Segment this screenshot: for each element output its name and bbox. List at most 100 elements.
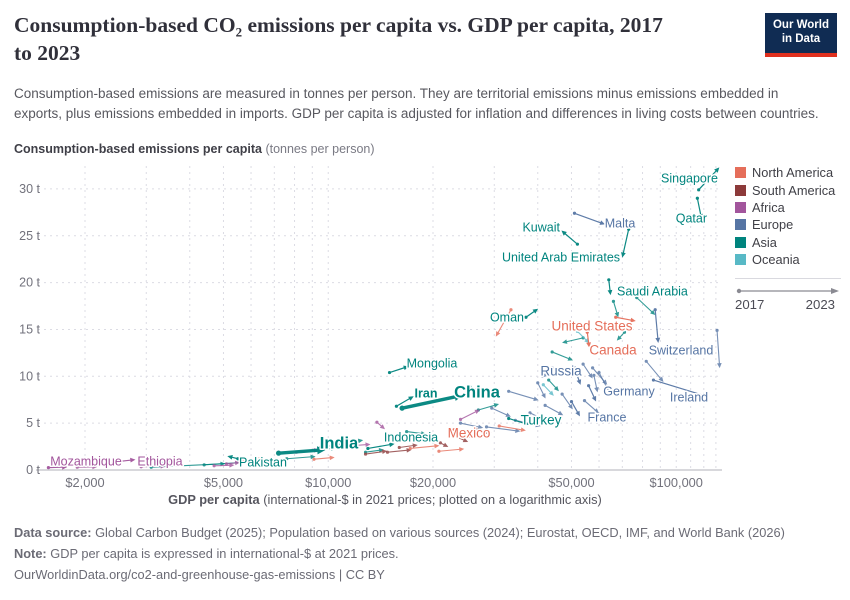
country-point-unlabeled[interactable] [541,383,554,396]
country-point-unlabeled[interactable] [536,381,546,399]
country-point-unlabeled[interactable] [541,366,554,378]
country-label-singapore[interactable]: Singapore [660,170,720,187]
country-point-unlabeled[interactable] [375,420,385,430]
country-label-mexico[interactable]: Mexico [446,424,492,442]
country-point-unlabeled[interactable] [635,295,656,316]
country-point-unlabeled[interactable] [644,359,664,382]
timeline-start-year[interactable]: 2017 [735,297,765,313]
country-label-pakistan[interactable]: Pakistan [238,454,289,471]
country-point-mexico[interactable] [452,428,473,438]
owid-logo[interactable]: Our World in Data [765,13,837,57]
country-point-unlabeled[interactable] [438,441,449,448]
country-point-unlabeled[interactable] [591,366,608,385]
country-point-qatar[interactable] [695,196,703,220]
country-label-india[interactable]: India [318,433,360,454]
country-label-canada[interactable]: Canada [588,341,639,359]
country-point-unlabeled[interactable] [455,435,469,443]
country-label-germany[interactable]: Germany [602,383,657,400]
country-point-unlabeled[interactable] [458,421,484,430]
country-label-saudi-arabia[interactable]: Saudi Arabia [616,283,690,300]
country-point-unlabeled[interactable] [550,350,574,361]
legend-item-asia[interactable]: Asia [735,234,847,251]
legend-item-europe[interactable]: Europe [735,216,847,233]
country-point-unlabeled[interactable] [224,460,241,466]
country-point-germany[interactable] [587,384,597,402]
legend-item-africa[interactable]: Africa [735,199,847,216]
country-point-mozambique[interactable] [46,464,68,470]
country-point-unlabeled[interactable] [239,457,264,463]
country-label-united-arab-emirates[interactable]: United Arab Emirates [500,249,621,266]
country-point-unlabeled[interactable] [139,463,166,469]
country-point-unlabeled[interactable] [385,448,412,454]
country-label-ethiopia[interactable]: Ethiopia [136,453,184,470]
country-point-unlabeled[interactable] [75,464,98,470]
country-point-unlabeled[interactable] [437,447,465,453]
country-point-unlabeled[interactable] [212,462,235,468]
country-point-saudi-arabia[interactable] [607,278,613,296]
legend-item-oceania[interactable]: Oceania [735,251,847,268]
source-link[interactable]: OurWorldinData.org/co2-and-greenhouse-ga… [14,566,385,582]
legend-item-north_america[interactable]: North America [735,164,847,181]
country-point-indonesia[interactable] [366,442,395,451]
country-point-malta[interactable] [572,211,606,225]
country-point-mongolia[interactable] [387,365,409,375]
country-point-united-arab-emirates[interactable] [621,227,631,258]
country-point-china[interactable] [399,392,464,411]
country-label-turkey[interactable]: Turkey [519,411,563,429]
country-label-united-states[interactable]: United States [550,317,634,335]
country-point-unlabeled[interactable] [592,373,599,393]
country-point-unlabeled[interactable] [543,403,564,416]
country-point-france[interactable] [569,399,580,417]
country-point-pakistan[interactable] [227,455,240,461]
country-point-ireland[interactable] [651,378,708,398]
country-label-iran[interactable]: Iran [413,385,439,402]
country-point-russia[interactable] [572,366,582,385]
country-point-unlabeled[interactable] [581,362,593,379]
country-point-india[interactable] [275,446,326,456]
country-point-unlabeled[interactable] [495,308,513,337]
legend-item-south_america[interactable]: South America [735,181,847,198]
country-point-unlabeled[interactable] [507,389,539,402]
country-point-unlabeled[interactable] [473,427,492,434]
country-point-unlabeled[interactable] [562,336,585,344]
country-point-united-states[interactable] [614,315,636,323]
country-point-unlabeled[interactable] [616,330,627,341]
country-point-unlabeled[interactable] [285,454,316,461]
country-point-ethiopia[interactable] [104,457,136,465]
country-point-canada[interactable] [585,330,591,348]
country-point-unlabeled[interactable] [484,425,521,433]
country-point-unlabeled[interactable] [351,442,371,448]
country-point-unlabeled[interactable] [312,455,335,461]
country-point-unlabeled[interactable] [458,409,480,422]
country-point-unlabeled[interactable] [363,449,388,456]
country-point-turkey[interactable] [507,416,529,426]
country-label-switzerland[interactable]: Switzerland [647,342,715,359]
country-point-unlabeled[interactable] [408,443,440,451]
country-label-ireland[interactable]: Ireland [668,389,709,406]
country-label-kuwait[interactable]: Kuwait [521,219,562,236]
country-label-china[interactable]: China [453,382,503,403]
country-point-singapore[interactable] [697,167,720,192]
country-point-switzerland[interactable] [653,308,661,343]
country-point-unlabeled[interactable] [582,399,599,414]
country-label-mozambique[interactable]: Mozambique [49,453,124,470]
country-label-russia[interactable]: Russia [539,362,584,380]
country-label-qatar[interactable]: Qatar [674,210,708,227]
country-point-oman[interactable] [524,308,539,319]
country-label-france[interactable]: France [586,409,628,426]
country-label-malta[interactable]: Malta [603,215,637,232]
country-point-unlabeled[interactable] [611,299,620,318]
country-point-unlabeled[interactable] [159,459,175,465]
country-label-oman[interactable]: Oman [488,309,525,326]
country-point-unlabeled[interactable] [547,378,559,392]
country-point-unlabeled[interactable] [560,392,573,410]
country-point-unlabeled[interactable] [528,411,546,421]
country-point-iran[interactable] [394,396,414,408]
country-point-kuwait[interactable] [561,230,580,246]
country-label-indonesia[interactable]: Indonesia [382,429,439,446]
country-point-unlabeled[interactable] [468,385,486,394]
timeline-years[interactable]: 2017 2023 [735,297,835,312]
country-point-unlabeled[interactable] [715,328,722,369]
timeline-end-year[interactable]: 2023 [805,297,835,313]
